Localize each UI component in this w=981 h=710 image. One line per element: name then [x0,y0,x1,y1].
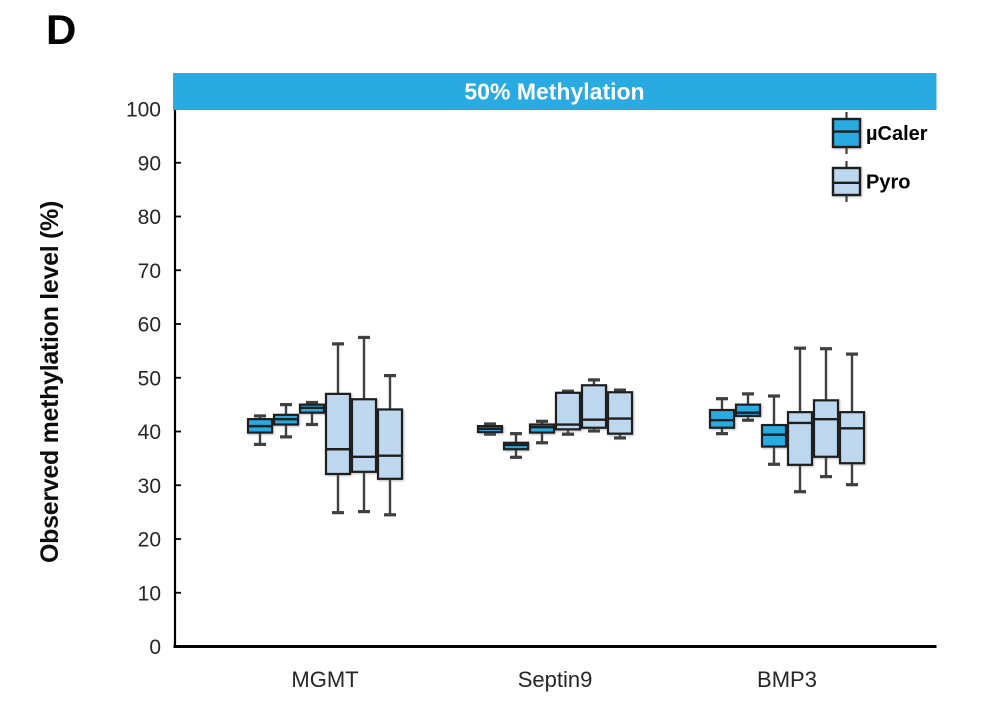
legend-entry: µCaler [831,112,928,154]
chart-title: 50% Methylation [464,79,644,105]
boxplot-box [376,374,404,517]
boxplot-box [580,378,608,433]
y-tick-label: 90 [138,152,161,175]
y-tick-label: 10 [138,582,161,605]
boxplot-box [272,403,300,439]
box-body [554,391,582,431]
legend: µCaler Pyro [831,112,928,202]
box-body [324,392,352,476]
boxplot-box [734,392,762,422]
y-tick-label: 40 [138,421,161,444]
boxplot-box [606,388,634,440]
x-axis-labels-layer: MGMT Septin9 BMP3 [291,667,817,692]
legend-swatch [831,117,862,149]
boxplot-box [528,419,556,445]
y-tick-label: 70 [138,260,161,283]
boxplot-box [298,400,326,427]
y-tick-label: 0 [149,636,161,659]
y-tick-label: 100 [126,99,161,122]
y-axis-title: Observed methylation level (%) [36,201,64,563]
box-body [734,403,762,418]
legend-swatch [831,166,862,197]
boxplot-box [760,394,788,466]
axes-layer: 0 10 20 30 40 50 60 70 80 90 100 [126,99,937,659]
boxplot-box [786,346,814,494]
box-body [580,384,608,429]
y-tick-label: 80 [138,206,161,229]
box-body [376,408,404,480]
title-banner-group: 50% Methylation [173,73,937,110]
y-tick-label: 20 [138,529,161,552]
legend-label: Pyro [866,172,910,194]
box-body [528,423,556,434]
boxplot-box [554,389,582,436]
boxes-layer [246,335,866,517]
box-body [812,399,840,458]
boxplot-box [812,347,840,479]
box-body [606,391,634,435]
boxplot-box [502,432,530,459]
box-group-MGMT [246,335,404,517]
y-tick-label: 50 [138,367,161,390]
y-tick-label: 30 [138,475,161,498]
legend-entry: Pyro [831,161,910,202]
boxplot-box [324,342,352,515]
box-body [838,411,866,465]
x-category-label: MGMT [291,667,358,692]
box-body [786,411,814,466]
legend-label: µCaler [866,123,928,145]
box-body [708,408,736,429]
title-banner [173,73,937,110]
y-tick-label: 60 [138,314,161,337]
boxplot-box [476,422,504,436]
boxplot-box [350,335,378,514]
box-group-BMP3 [708,346,866,494]
boxplot-box [246,414,274,446]
x-category-label: BMP3 [757,667,817,692]
boxplot-box [838,352,866,487]
box-group-Septin9 [476,378,634,459]
x-category-label: Septin9 [518,667,593,692]
box-body [350,398,378,473]
panel-label: D [46,6,77,53]
boxplot-box [708,397,736,436]
